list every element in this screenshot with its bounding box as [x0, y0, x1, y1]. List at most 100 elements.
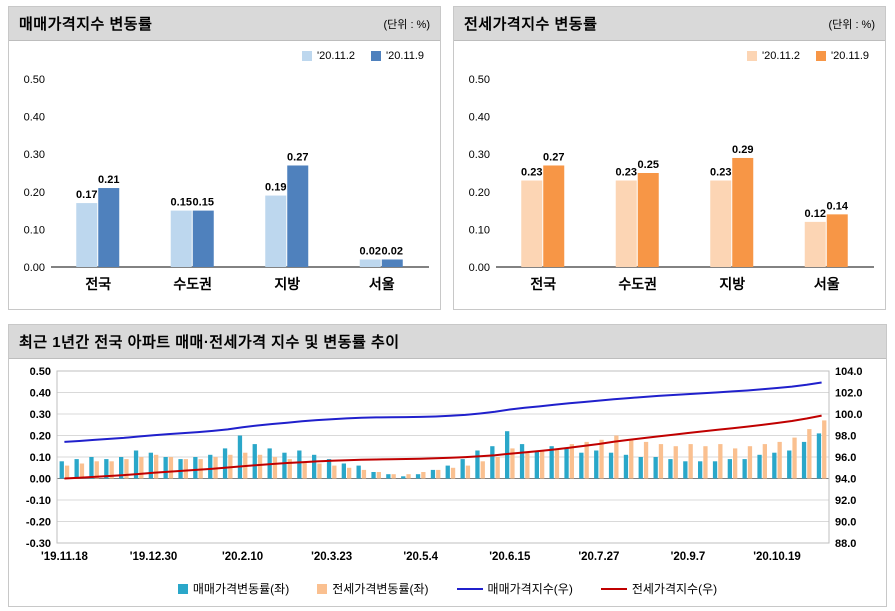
svg-text:0.19: 0.19 — [265, 182, 286, 194]
svg-text:'20.7.27: '20.7.27 — [578, 551, 619, 563]
legend-swatch-jeonse-curr — [816, 51, 827, 61]
legend-item: 매매가격변동률(좌) — [177, 580, 289, 597]
legend-label-jeonse-curr: '20.11.9 — [831, 50, 869, 62]
legend-swatch-sale-curr — [371, 51, 382, 61]
svg-text:'20.5.4: '20.5.4 — [403, 551, 438, 563]
legend-line-swatch — [600, 587, 627, 590]
jeonse-chart-legend: '20.11.2 '20.11.9 — [454, 41, 885, 63]
svg-text:'20.9.7: '20.9.7 — [671, 551, 706, 563]
bars-group — [521, 157, 848, 267]
svg-text:0.17: 0.17 — [76, 189, 97, 201]
svg-text:0.30: 0.30 — [30, 409, 51, 421]
svg-text:100.0: 100.0 — [835, 409, 863, 421]
bar-chart-svg-1: 0.000.100.200.300.400.500.230.270.230.25… — [469, 74, 874, 292]
bar — [710, 180, 732, 267]
bar — [170, 210, 192, 267]
svg-text:0.14: 0.14 — [827, 200, 849, 212]
legend-item-jeonse-curr: '20.11.9 — [816, 50, 869, 62]
svg-text:102.0: 102.0 — [835, 388, 863, 400]
jeonse-bar-chart: 0.00 0.10 0.20 0.30 0.40 0.50 0.23 0.27 0.23 0.25… — [454, 63, 885, 309]
bar — [381, 259, 403, 267]
trend-chart-title: 최근 1년간 전국 아파트 매매·전세가격 지수 및 변동률 추이 — [19, 334, 400, 351]
svg-text:0.00: 0.00 — [469, 262, 490, 274]
line-1 — [64, 414, 822, 480]
legend-swatch-sale-prev — [302, 51, 313, 61]
bar — [76, 203, 98, 267]
legend-label-sale-curr: '20.11.9 — [386, 50, 424, 62]
sale-chart-title: 매매가격지수 변동률 — [19, 16, 153, 33]
svg-text:0.02: 0.02 — [360, 245, 381, 257]
line-0 — [64, 381, 822, 443]
svg-text:104.0: 104.0 — [835, 366, 863, 378]
svg-text:'19.11.18: '19.11.18 — [41, 551, 88, 563]
svg-text:지방: 지방 — [719, 276, 745, 292]
bars-group — [76, 165, 403, 267]
legend-item: 전세가격변동률(좌) — [317, 580, 429, 597]
svg-text:0.10: 0.10 — [24, 224, 45, 236]
svg-text:0.50: 0.50 — [30, 366, 51, 378]
svg-text:서울: 서울 — [814, 276, 840, 292]
bar — [192, 210, 214, 267]
svg-text:수도권: 수도권 — [618, 276, 657, 292]
svg-text:0.12: 0.12 — [805, 208, 826, 220]
sale-chart-panel: 매매가격지수 변동률 (단위 : %) '20.11.2 '20.11.9 0.… — [8, 6, 441, 310]
svg-text:-0.30: -0.30 — [26, 538, 51, 550]
legend-swatch-jeonse-prev — [747, 51, 758, 61]
trend-chart-header: 최근 1년간 전국 아파트 매매·전세가격 지수 및 변동률 추이 — [9, 325, 886, 359]
legend-label: 전세가격변동률(좌) — [332, 582, 429, 596]
svg-text:수도권: 수도권 — [173, 276, 212, 292]
y-axis-ticks: 0.00 0.10 0.20 0.30 0.40 0.50 — [469, 74, 490, 274]
svg-text:'20.3.23: '20.3.23 — [311, 551, 352, 563]
sale-chart-legend: '20.11.2 '20.11.9 — [9, 41, 440, 63]
right-axis-ticks: 104.0 102.0 100.0 98.0 96.0 94.0 92.0 90.0 88.0 — [835, 366, 863, 550]
svg-text:'20.10.19: '20.10.19 — [753, 551, 801, 563]
trend-chart-svg: 0.50 0.40 0.30 0.20 0.10 0.00 -0.10 -0.20 -0.30 1… — [26, 366, 863, 563]
legend-item: 전세가격지수(우) — [600, 580, 717, 597]
svg-text:0.15: 0.15 — [193, 197, 214, 209]
category-labels-group: 전국 수도권 지방 서울 — [85, 276, 394, 292]
svg-text:0.20: 0.20 — [30, 431, 51, 443]
svg-text:0.27: 0.27 — [287, 151, 308, 163]
bar — [265, 195, 287, 267]
bars-0 — [59, 431, 822, 479]
svg-text:서울: 서울 — [369, 276, 395, 292]
svg-text:96.0: 96.0 — [835, 452, 856, 464]
svg-text:지방: 지방 — [274, 276, 300, 292]
svg-text:0.40: 0.40 — [30, 388, 51, 400]
bar — [543, 165, 565, 267]
svg-text:-0.10: -0.10 — [26, 495, 51, 507]
bar — [287, 165, 309, 267]
svg-text:'19.12.30: '19.12.30 — [130, 551, 178, 563]
legend-item-jeonse-prev: '20.11.2 — [747, 50, 800, 62]
svg-text:0.21: 0.21 — [98, 174, 119, 186]
svg-text:0.20: 0.20 — [469, 187, 490, 199]
x-axis-labels: '19.11.18 '19.12.30 '20.2.10 '20.3.23 '20.5.… — [41, 551, 801, 563]
bar — [826, 214, 848, 267]
jeonse-chart-header: 전세가격지수 변동률 (단위 : %) — [454, 7, 885, 41]
jeonse-chart-unit-label: (단위 : %) — [828, 18, 875, 31]
svg-text:0.23: 0.23 — [710, 167, 731, 179]
y-axis-ticks: 0.00 0.10 0.20 0.30 0.40 0.50 — [24, 74, 45, 274]
svg-text:0.02: 0.02 — [382, 245, 403, 257]
bar — [521, 180, 543, 267]
bar — [732, 157, 754, 267]
plot-border — [56, 370, 830, 544]
left-axis-ticks: 0.50 0.40 0.30 0.20 0.10 0.00 -0.10 -0.20 -0.30 — [26, 366, 51, 550]
sale-bar-chart: 0.00 0.10 0.20 0.30 0.40 0.50 0.17 0.21 0.15 0.15… — [9, 63, 440, 309]
value-labels-group: 0.170.21 0.15 0.15 0.19 0.27 0.02 0.02 — [76, 151, 403, 257]
bar — [804, 221, 826, 267]
svg-text:92.0: 92.0 — [835, 495, 856, 507]
svg-text:0.50: 0.50 — [24, 74, 45, 86]
svg-text:0.40: 0.40 — [24, 112, 45, 124]
svg-text:'20.2.10: '20.2.10 — [222, 551, 263, 563]
trend-chart-legend: 매매가격변동률(좌) 전세가격변동률(좌) 매매가격지수(우) 전세가격지수(우) — [9, 575, 886, 606]
legend-item: 매매가격지수(우) — [456, 580, 573, 597]
svg-text:0.27: 0.27 — [543, 151, 564, 163]
svg-text:94.0: 94.0 — [835, 474, 856, 486]
bar — [615, 180, 637, 267]
legend-label: 매매가격지수(우) — [487, 582, 573, 596]
legend-label-jeonse-prev: '20.11.2 — [762, 50, 801, 62]
bar — [98, 188, 120, 267]
svg-text:88.0: 88.0 — [835, 538, 856, 550]
svg-text:0.23: 0.23 — [521, 167, 542, 179]
